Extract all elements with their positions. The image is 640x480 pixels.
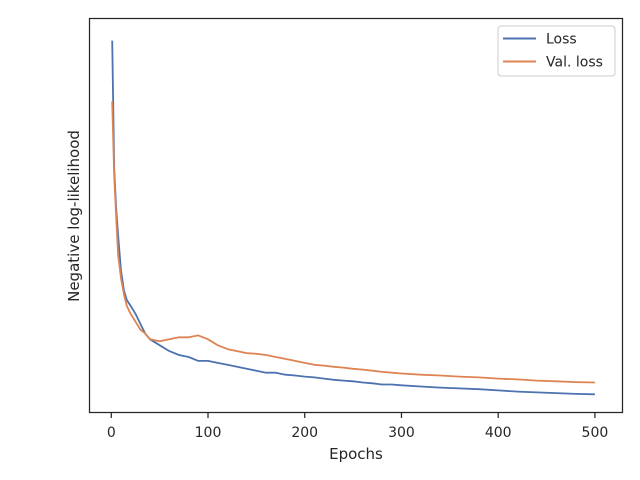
- series-line-loss: [111, 40, 595, 396]
- plot-lines: [111, 40, 595, 396]
- legend-label-val-loss: Val. loss: [546, 55, 603, 71]
- x-tick-label: 100: [195, 425, 222, 441]
- legend: Loss Val. loss: [497, 25, 616, 77]
- x-tick-label: 300: [388, 425, 415, 441]
- x-tick-label: 200: [291, 425, 318, 441]
- x-tick-label: 400: [485, 425, 512, 441]
- y-axis-label: Negative log-likelihood: [65, 130, 83, 302]
- x-axis-label: Epochs: [329, 445, 383, 463]
- x-axis-ticks: 0 100 200 300 400 500: [107, 412, 608, 441]
- x-tick-label: 500: [582, 425, 609, 441]
- plot-frame: [88, 17, 624, 414]
- x-tick-label: 0: [107, 425, 116, 441]
- legend-label-loss: Loss: [546, 32, 577, 48]
- series-line-val-loss: [111, 101, 595, 384]
